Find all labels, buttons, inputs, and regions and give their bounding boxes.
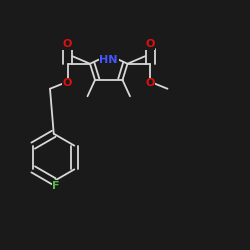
Text: O: O — [145, 39, 155, 49]
Text: O: O — [63, 39, 72, 49]
Text: O: O — [145, 78, 155, 88]
Text: F: F — [52, 181, 60, 191]
Text: O: O — [63, 78, 72, 88]
Text: HN: HN — [100, 55, 118, 65]
